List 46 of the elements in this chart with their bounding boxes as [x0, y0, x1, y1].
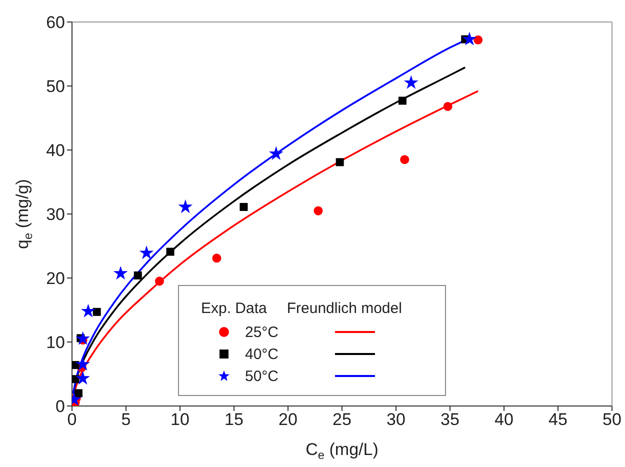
point [240, 202, 248, 211]
y-tick-label: 50 [46, 77, 65, 96]
point [178, 199, 193, 214]
point [462, 32, 477, 46]
point [139, 245, 154, 260]
x-tick-label: 20 [278, 410, 298, 430]
x-tick-label: 15 [224, 410, 244, 430]
point [268, 146, 284, 160]
y-tick-label: 30 [46, 205, 65, 224]
point [92, 308, 101, 316]
legend-label: 40°C [245, 346, 280, 362]
point [81, 304, 96, 318]
point [212, 254, 222, 263]
point [76, 370, 90, 385]
annotation: Freundlich model [286, 300, 402, 317]
x-tick-label: 50 [602, 410, 622, 430]
point [336, 158, 344, 166]
x-axis-title: C$_{e}$ (mg/L) [306, 440, 378, 462]
point [154, 276, 164, 286]
x-tick-label: 10 [170, 410, 190, 430]
point [398, 96, 406, 105]
point [443, 102, 452, 111]
y-tick-label: 60 [46, 13, 65, 32]
y-tick-label: 40 [46, 141, 65, 160]
legend-title: Exp. Data [201, 300, 267, 317]
x-tick-label: 45 [548, 410, 568, 430]
y-tick-label: 0 [56, 397, 65, 416]
y-tick-label: 20 [46, 269, 65, 288]
x-tick-label: 35 [440, 410, 460, 430]
point [76, 331, 90, 345]
x-tick-label: 5 [121, 410, 131, 430]
point [474, 35, 483, 44]
x-tick-label: 40 [494, 410, 514, 430]
point [166, 248, 174, 256]
point [314, 206, 323, 216]
point [404, 75, 418, 89]
point [134, 271, 142, 280]
legend-label: 25°C [245, 324, 280, 340]
point [113, 266, 128, 280]
x-tick-label: 25 [332, 410, 352, 430]
y-tick-label: 10 [46, 333, 65, 352]
x-tick-label: 0 [67, 410, 77, 430]
x-tick-label: 30 [386, 410, 406, 430]
legend-label: 50°C [245, 368, 280, 384]
point [74, 389, 82, 398]
point [400, 155, 410, 164]
